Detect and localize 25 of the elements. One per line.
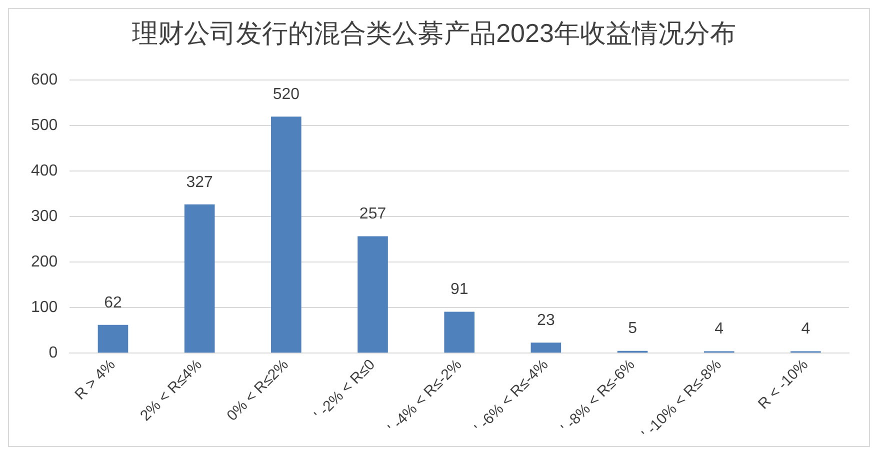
x-tick-label: R > 4%: [72, 356, 119, 404]
x-tick-label: ' -2% < R≤0: [311, 356, 379, 424]
y-tick-label: 100: [30, 299, 58, 316]
data-label: 327: [186, 174, 214, 191]
data-label: 62: [104, 294, 122, 312]
bar: [184, 204, 215, 353]
bar: [98, 324, 128, 353]
data-label: 5: [628, 320, 638, 338]
bar: [530, 342, 562, 353]
y-tick-label: 0: [48, 344, 58, 362]
bar: [358, 236, 388, 353]
data-label: 4: [714, 320, 724, 338]
bar: [271, 116, 302, 353]
data-label: 23: [537, 312, 555, 330]
y-tick-label: 500: [30, 117, 58, 134]
chart-title: 理财公司发行的混合类公募产品2023年收益情况分布: [132, 18, 736, 48]
data-label: 520: [272, 86, 300, 103]
y-tick-label: 300: [30, 208, 58, 226]
y-tick-label: 600: [30, 72, 58, 89]
y-tick-label: 200: [30, 254, 58, 271]
y-tick-label: 400: [30, 162, 58, 180]
data-label: 4: [801, 320, 810, 338]
bar: [444, 312, 474, 353]
data-label: 257: [359, 206, 386, 223]
data-label: 91: [450, 281, 468, 298]
